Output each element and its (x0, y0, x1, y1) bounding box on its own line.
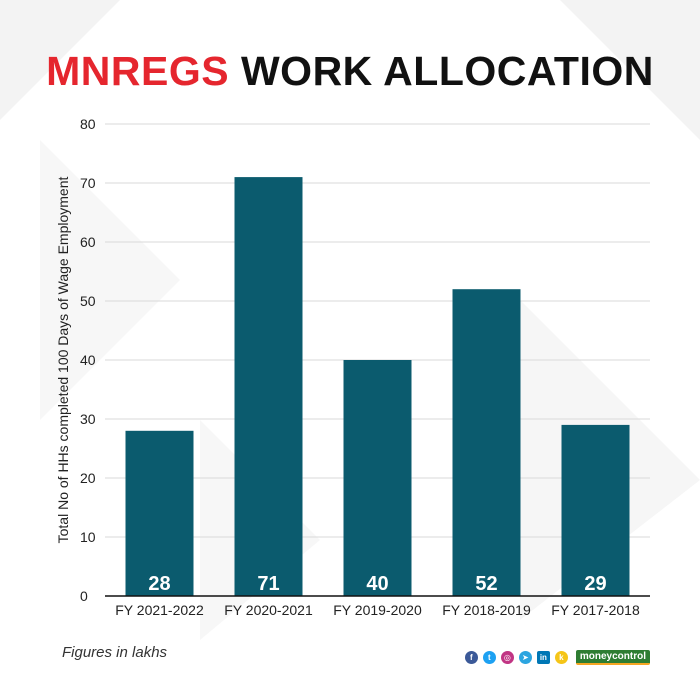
x-tick-label: FY 2021-2022 (115, 602, 204, 618)
bar-value-label: 71 (257, 573, 279, 595)
bar (343, 360, 412, 596)
y-tick-label: 70 (80, 175, 96, 191)
bar-value-label: 28 (148, 573, 170, 595)
bar (234, 177, 303, 596)
y-tick-label: 80 (80, 116, 96, 132)
bar-value-label: 29 (584, 573, 606, 595)
x-tick-label: FY 2020-2021 (224, 602, 313, 618)
brand-logo[interactable]: moneycontrol (575, 650, 650, 665)
x-tick-label: FY 2017-2018 (551, 602, 640, 618)
bar (561, 424, 630, 596)
y-tick-label: 20 (80, 470, 96, 486)
y-tick-label: 10 (80, 529, 96, 545)
footnote: Figures in lakhs (62, 644, 168, 661)
y-tick-label: 0 (80, 588, 88, 604)
bar (452, 289, 521, 596)
social-links: f t ◎ ➤ in k moneycontrol (464, 650, 650, 665)
y-tick-label: 50 (80, 293, 96, 309)
twitter-icon[interactable]: t (482, 651, 496, 664)
bar-value-label: 40 (366, 573, 388, 595)
linkedin-icon[interactable]: in (536, 651, 550, 664)
title-accent: MNREGS (46, 48, 230, 94)
y-tick-label: 60 (80, 234, 96, 250)
koo-icon[interactable]: k (554, 651, 568, 664)
bar (125, 430, 194, 596)
y-tick-label: 30 (80, 411, 96, 427)
y-tick-label: 40 (80, 352, 96, 368)
x-tick-label: FY 2019-2020 (333, 602, 422, 618)
telegram-icon[interactable]: ➤ (518, 651, 532, 664)
x-tick-label: FY 2018-2019 (442, 602, 531, 618)
chart-title: MNREGS WORK ALLOCATION (0, 48, 700, 95)
y-axis-title: Total No of HHs completed 100 Days of Wa… (55, 177, 71, 544)
bar-value-label: 52 (475, 573, 497, 595)
title-rest: WORK ALLOCATION (240, 48, 654, 94)
instagram-icon[interactable]: ◎ (500, 651, 514, 664)
facebook-icon[interactable]: f (464, 651, 478, 664)
